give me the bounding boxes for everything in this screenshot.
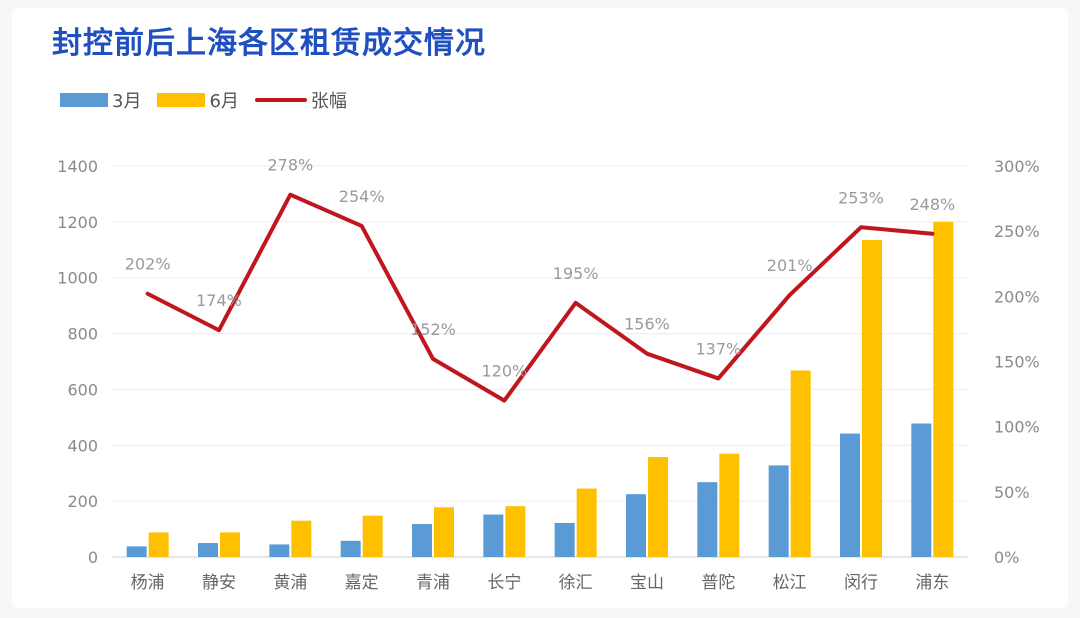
- x-tick-label: 松江: [773, 573, 807, 593]
- legend-swatch-june: [157, 93, 206, 107]
- bar-march: [269, 544, 290, 557]
- bar-march: [126, 546, 147, 557]
- line-growth: [145, 192, 935, 403]
- y-left-tick-label: 600: [67, 380, 98, 399]
- bar-june: [291, 520, 312, 557]
- bar-march: [554, 522, 575, 557]
- data-label-growth: 278%: [267, 156, 313, 175]
- y-right-tick-label: 250%: [994, 222, 1040, 241]
- chart-card: [12, 8, 1068, 608]
- x-tick-label: 宝山: [630, 573, 664, 593]
- legend-item-march: 3月: [60, 87, 141, 113]
- data-label-growth: 254%: [339, 187, 385, 206]
- data-label-growth: 253%: [838, 188, 884, 207]
- chart-title: 封控前后上海各区租赁成交情况: [52, 26, 486, 61]
- legend-label-march: 3月: [112, 91, 142, 112]
- legend-swatch-march: [60, 93, 108, 107]
- data-label-growth: 201%: [767, 256, 813, 275]
- y-right-tick-label: 200%: [994, 287, 1040, 306]
- y-left-tick-label: 400: [67, 436, 98, 455]
- data-label-growth: 156%: [624, 315, 670, 334]
- y-right-tick-label: 0%: [994, 548, 1019, 567]
- y-left-tick-label: 1200: [57, 213, 98, 232]
- y-left-tick-label: 0: [88, 548, 98, 567]
- data-label-growth: 248%: [909, 195, 955, 214]
- x-tick-label: 普陀: [701, 573, 735, 593]
- bar-june: [790, 370, 811, 557]
- x-tick-label: 浦东: [915, 573, 949, 593]
- x-tick-label: 杨浦: [131, 573, 165, 593]
- data-label-growth: 195%: [553, 264, 599, 283]
- y-right-tick-label: 50%: [994, 483, 1030, 502]
- y-left-tick-label: 800: [67, 325, 98, 344]
- legend: 3月 6月 张幅: [60, 88, 363, 112]
- bar-june: [220, 532, 240, 557]
- bar-march: [768, 465, 789, 557]
- data-label-growth: 137%: [695, 339, 741, 358]
- bar-june: [862, 240, 882, 557]
- bar-march: [340, 540, 361, 557]
- y-right-tick-label: 150%: [994, 353, 1040, 372]
- x-tick-label: 嘉定: [345, 573, 379, 593]
- x-tick-label: 闵行: [844, 573, 878, 593]
- legend-swatch-growth: [254, 98, 307, 102]
- bar-june: [434, 507, 454, 557]
- data-label-growth: 174%: [196, 291, 242, 310]
- bar-march: [840, 433, 860, 557]
- x-tick-label: 徐汇: [559, 573, 593, 593]
- y-left-tick-label: 200: [67, 492, 98, 511]
- y-left-tick-label: 1000: [57, 269, 98, 288]
- legend-item-growth: 张幅: [254, 87, 347, 113]
- legend-label-june: 6月: [209, 91, 239, 112]
- y-left-tick-label: 1400: [57, 157, 98, 176]
- x-tick-label: 静安: [202, 573, 236, 593]
- bar-march: [483, 514, 504, 557]
- bar-june: [648, 457, 668, 557]
- y-right-tick-label: 300%: [994, 157, 1040, 176]
- bar-march: [697, 482, 718, 557]
- data-label-growth: 202%: [125, 255, 171, 274]
- data-label-growth: 152%: [410, 320, 456, 339]
- x-tick-label: 青浦: [416, 573, 450, 593]
- bar-june: [576, 488, 597, 557]
- legend-item-june: 6月: [157, 87, 239, 113]
- bar-march: [911, 423, 932, 557]
- bar-june: [505, 506, 526, 557]
- bar-june: [719, 453, 740, 557]
- data-label-growth: 120%: [481, 362, 527, 381]
- bar-march: [412, 524, 432, 557]
- bar-june: [362, 515, 383, 557]
- x-tick-label: 长宁: [487, 573, 521, 593]
- x-tick-label: 黄浦: [273, 573, 307, 593]
- legend-label-growth: 张幅: [310, 91, 347, 112]
- bar-june: [933, 221, 954, 557]
- bar-march: [626, 494, 646, 557]
- bar-march: [198, 543, 218, 557]
- bar-june: [148, 532, 169, 557]
- y-right-tick-label: 100%: [994, 418, 1040, 437]
